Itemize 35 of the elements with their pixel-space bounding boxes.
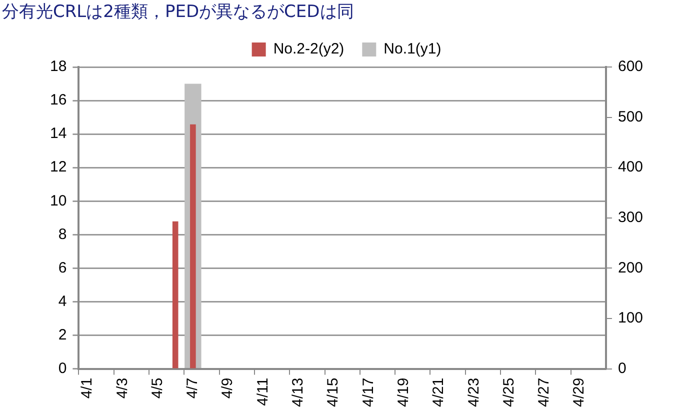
chart-title: 分有光CRLは2種類，PEDが異なるがCEDは同 (2, 1, 354, 22)
legend-label: No.2-2(y2) (273, 40, 344, 58)
legend-label: No.1(y1) (384, 40, 442, 58)
x-tick-label: 4/25 (500, 378, 518, 408)
x-tick-label: 4/23 (465, 378, 482, 408)
x-tick-label: 4/15 (324, 378, 342, 408)
x-tick-label: 4/21 (430, 378, 448, 408)
x-tick-label: 4/19 (394, 378, 412, 408)
y2-tick-label: 500 (618, 108, 644, 126)
x-tick-label: 4/7 (184, 378, 202, 399)
y-tick-label: 18 (50, 58, 67, 76)
y2-tick-label: 300 (618, 209, 644, 226)
x-tick-label: 4/5 (148, 378, 166, 399)
x-tick-label: 4/9 (219, 378, 236, 399)
y2-tick-label: 100 (618, 310, 644, 327)
x-tick-label: 4/17 (360, 378, 377, 408)
y-tick-label: 2 (58, 326, 67, 344)
x-tick-label: 4/1 (78, 378, 96, 399)
y-tick-label: 12 (50, 158, 67, 176)
y-tick-label: 14 (50, 125, 67, 142)
x-tick-label: 4/29 (570, 378, 588, 408)
y-tick-label: 4 (58, 292, 67, 310)
y-tick-label: 10 (50, 192, 67, 210)
y-tick-label: 6 (58, 259, 67, 276)
y2-tick-label: 600 (618, 58, 644, 76)
x-tick-label: 4/27 (536, 378, 553, 408)
y-tick-label: 16 (50, 92, 67, 109)
y2-tick-label: 200 (618, 259, 644, 276)
y-tick-label: 0 (58, 360, 67, 377)
y-tick-label: 8 (58, 226, 67, 243)
x-tick-label: 4/3 (114, 378, 131, 399)
y2-tick-label: 0 (618, 360, 626, 377)
x-tick-label: 4/13 (290, 378, 307, 408)
y2-tick-label: 400 (618, 158, 644, 176)
x-tick-label: 4/11 (254, 378, 272, 406)
